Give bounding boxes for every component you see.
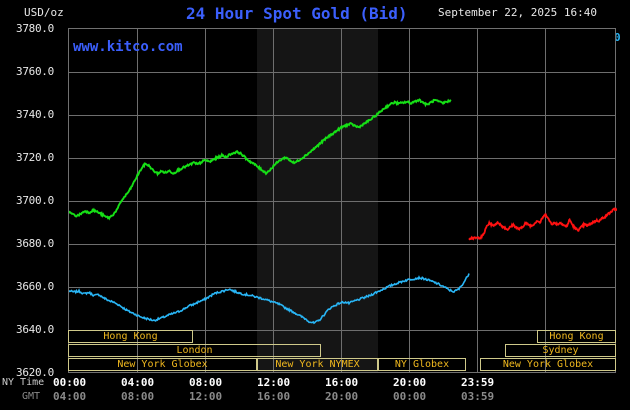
timestamp: September 22, 2025 16:40 bbox=[438, 6, 597, 19]
y-tick-3620: 3620.0 bbox=[16, 366, 54, 379]
plot-area[interactable]: www.kitco.com bbox=[68, 28, 617, 373]
y-tick-3700: 3700.0 bbox=[16, 194, 54, 207]
gridline-v bbox=[137, 29, 138, 372]
gridline-v bbox=[273, 29, 274, 372]
session-new-york-globex-right: New York Globex bbox=[480, 358, 616, 371]
gridline-h bbox=[69, 115, 615, 116]
x-tick-gmt-2: 12:00 bbox=[189, 390, 223, 403]
session-hong-kong-right: Hong Kong bbox=[537, 330, 616, 343]
series-line-sunday bbox=[468, 207, 617, 241]
x-tick-ny-3: 12:00 bbox=[257, 376, 291, 389]
x-tick-ny-6: 23:59 bbox=[461, 376, 495, 389]
session-new-york-nymex: New York NYMEX bbox=[257, 358, 378, 371]
x-tick-gmt-5: 00:00 bbox=[393, 390, 427, 403]
session-sydney: Sydney bbox=[505, 344, 616, 357]
y-tick-3660: 3660.0 bbox=[16, 280, 54, 293]
x-tick-gmt-0: 04:00 bbox=[53, 390, 87, 403]
x-tick-gmt-3: 16:00 bbox=[257, 390, 291, 403]
x-tick-gmt-4: 20:00 bbox=[325, 390, 359, 403]
gridline-v bbox=[545, 29, 546, 372]
x-axis-name-gmt: GMT bbox=[22, 391, 41, 402]
y-tick-3780: 3780.0 bbox=[16, 22, 54, 35]
y-axis-unit: USD/oz bbox=[24, 6, 64, 19]
session-new-york-globex: New York Globex bbox=[68, 358, 257, 371]
session-hong-kong-left: Hong Kong bbox=[68, 330, 193, 343]
gridline-v bbox=[477, 29, 478, 372]
y-tick-3640: 3640.0 bbox=[16, 323, 54, 336]
nymex-shaded-band bbox=[257, 29, 378, 372]
x-tick-ny-1: 04:00 bbox=[121, 376, 155, 389]
gridline-h bbox=[69, 158, 615, 159]
y-tick-3740: 3740.0 bbox=[16, 108, 54, 121]
gridline-v bbox=[409, 29, 410, 372]
price-series-svg bbox=[69, 98, 617, 325]
y-tick-3760: 3760.0 bbox=[16, 65, 54, 78]
x-tick-gmt-6: 03:59 bbox=[461, 390, 495, 403]
gridline-h bbox=[69, 287, 615, 288]
x-tick-ny-0: 00:00 bbox=[53, 376, 87, 389]
x-tick-ny-2: 08:00 bbox=[189, 376, 223, 389]
page-title: 24 Hour Spot Gold (Bid) bbox=[186, 4, 408, 23]
x-axis-name-ny: NY Time bbox=[2, 377, 45, 388]
y-tick-3720: 3720.0 bbox=[16, 151, 54, 164]
watermark: www.kitco.com bbox=[73, 39, 183, 55]
gridline-h bbox=[69, 201, 615, 202]
session-london: London bbox=[68, 344, 321, 357]
series-line-prev-close bbox=[69, 273, 470, 325]
x-tick-gmt-1: 08:00 bbox=[121, 390, 155, 403]
series-line-last bbox=[69, 98, 452, 221]
gridline-h bbox=[69, 244, 615, 245]
x-tick-ny-4: 16:00 bbox=[325, 376, 359, 389]
y-tick-3680: 3680.0 bbox=[16, 237, 54, 250]
session-ny-globex: NY Globex bbox=[378, 358, 466, 371]
x-tick-ny-5: 20:00 bbox=[393, 376, 427, 389]
gridline-v bbox=[341, 29, 342, 372]
gridline-h bbox=[69, 330, 615, 331]
gridline-v bbox=[205, 29, 206, 372]
gridline-h bbox=[69, 72, 615, 73]
